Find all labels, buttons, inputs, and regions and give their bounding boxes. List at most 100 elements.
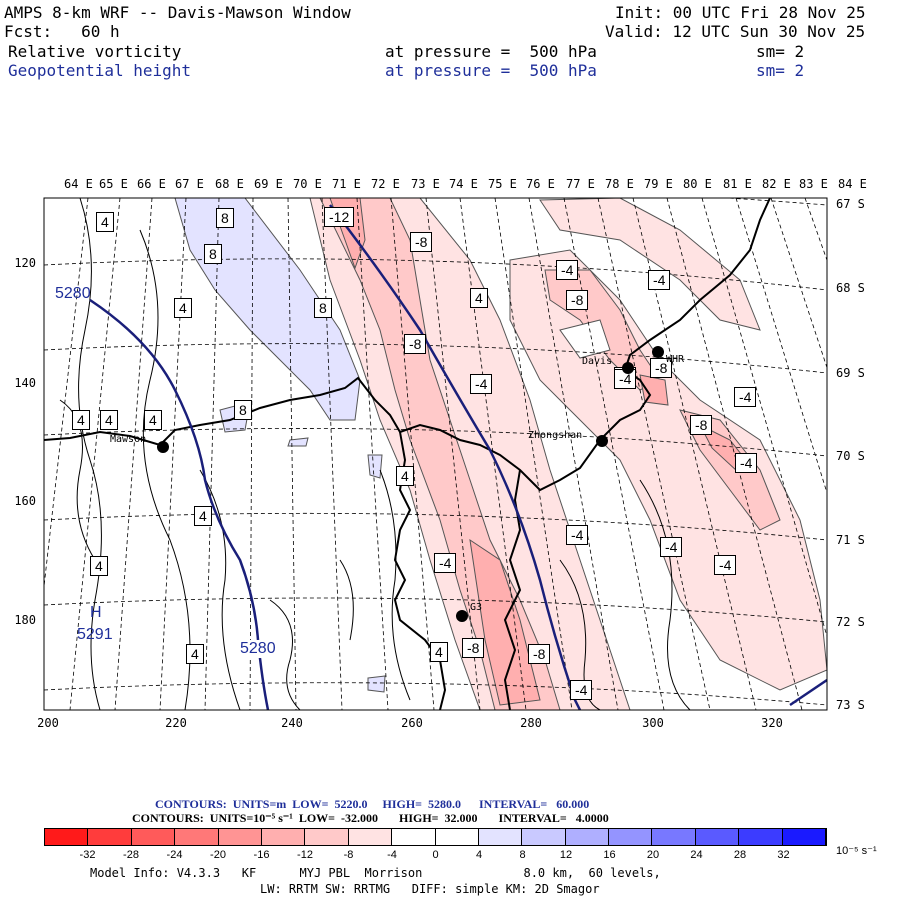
colorbar-label: 12: [559, 849, 573, 861]
station-marker: [157, 441, 169, 453]
contour-value-label: 8: [216, 208, 234, 228]
y-axis-label: 180: [14, 613, 36, 627]
contour-value-label: -8: [410, 232, 433, 252]
longitude-label: 64 E: [64, 177, 93, 191]
colorbar-swatch: [695, 829, 740, 845]
x-axis-label: 220: [165, 716, 187, 730]
colorbar-swatch: [652, 829, 696, 845]
colorbar-swatch: [392, 829, 436, 845]
model-info: Model Info: V4.3.3 KF MYJ PBL Morrison 8…: [90, 866, 661, 880]
map-frame: [43, 197, 828, 711]
negative-vorticity-region: [679, 409, 781, 531]
contour-value-label: -4: [470, 374, 493, 394]
x-axis-label: 200: [37, 716, 59, 730]
contour-value-label: 4: [144, 410, 162, 430]
colorbar-swatch: [609, 829, 653, 845]
colorbar-swatch: [131, 829, 176, 845]
colorbar-swatch: [261, 829, 306, 845]
contour-value-label: 4: [194, 506, 212, 526]
positive-vorticity-region: [287, 437, 309, 447]
station-label: Zhongshan: [528, 430, 583, 441]
contour-value-label: -4: [660, 537, 683, 557]
station-marker: [622, 362, 634, 374]
map-content: [44, 198, 827, 710]
contour-value-label: -8: [566, 290, 589, 310]
colorbar-swatch: [478, 829, 523, 845]
longitude-label: 78 E: [605, 177, 634, 191]
colorbar-units: 10⁻⁵ s⁻¹: [836, 845, 877, 857]
latitude-label: 67 S: [836, 197, 865, 211]
colorbar-label: 24: [690, 849, 703, 861]
colorbar-swatch: [739, 829, 783, 845]
colorbar-swatch: [782, 829, 827, 845]
longitude-label: 75 E: [488, 177, 517, 191]
contour-value-label: 8: [314, 298, 332, 318]
x-axis-label: 280: [520, 716, 542, 730]
station-label: G3: [470, 602, 483, 613]
colorbar-swatch: [218, 829, 262, 845]
contour-value-label: 4: [174, 298, 192, 318]
latitude-label: 73 S: [836, 698, 865, 712]
contour-value-label: 4: [72, 410, 90, 430]
latitude-label: 70 S: [836, 449, 865, 463]
contour-value-label: 4: [430, 642, 448, 662]
contour-value-label: -4: [434, 553, 457, 573]
colorbar-swatch: [435, 829, 479, 845]
latitude-label: 69 S: [836, 366, 865, 380]
longitude-label: 70 E: [293, 177, 322, 191]
colorbar-swatch: [45, 829, 89, 845]
height-label: 5280: [55, 285, 91, 302]
longitude-label: 74 E: [449, 177, 478, 191]
contour-value-label: -4: [556, 260, 579, 280]
longitude-label: 81 E: [723, 177, 752, 191]
contour-value-label: -4: [566, 525, 589, 545]
forecast-hour: Fcst: 60 h: [4, 22, 120, 41]
station-marker: [596, 435, 608, 447]
contour-value-label: -4: [735, 453, 758, 473]
longitude-label: 83 E: [799, 177, 828, 191]
contour-value-label: 4: [96, 212, 114, 232]
colorbar-label: 28: [733, 849, 747, 861]
contour-value-label: 4: [186, 644, 204, 664]
longitude-label: 71 E: [332, 177, 361, 191]
longitude-label: 68 E: [215, 177, 244, 191]
longitude-label: 67 E: [175, 177, 204, 191]
longitude-label: 82 E: [762, 177, 791, 191]
contour-value-label: -12: [324, 207, 355, 227]
longitude-label: 69 E: [254, 177, 283, 191]
x-axis-label: 300: [642, 716, 664, 730]
contour-value-label: 8: [204, 244, 222, 264]
contour-value-label: -4: [734, 387, 757, 407]
contour-value-label: -8: [404, 334, 427, 354]
colorbar-label: -28: [123, 849, 139, 861]
x-axis-label: 260: [401, 716, 423, 730]
contour-value-label: -4: [648, 270, 671, 290]
field2-level: at pressure = 500 hPa: [385, 61, 597, 80]
height-label: 5280: [240, 640, 276, 658]
longitude-label: 80 E: [683, 177, 712, 191]
vorticity-contours: [59, 198, 691, 710]
height-contour-info: CONTOURS: UNITS=m LOW= 5220.0 HIGH= 5280…: [155, 797, 590, 811]
colorbar-label: 4: [475, 849, 483, 861]
contour-value-label: 4: [100, 410, 118, 430]
colorbar-label: -4: [387, 849, 397, 861]
station-label: WHR: [666, 354, 685, 365]
latitude-label: 71 S: [836, 533, 865, 547]
longitude-label: 76 E: [526, 177, 555, 191]
y-axis-label: 140: [14, 376, 36, 390]
contour-value-label: 4: [90, 556, 108, 576]
contour-value-label: -4: [570, 680, 593, 700]
contour-value-label: 4: [396, 466, 414, 486]
colorbar-label: 16: [603, 849, 616, 861]
map-title: AMPS 8-km WRF -- Davis-Mawson Window: [4, 3, 351, 22]
field1-name: Relative vorticity: [8, 42, 182, 61]
longitude-label: 79 E: [644, 177, 673, 191]
latitude-label: 68 S: [836, 281, 865, 295]
colorbar-swatch: [88, 829, 132, 845]
negative-vorticity-region: [559, 319, 611, 359]
contour-value-label: -8: [690, 415, 713, 435]
longitude-label: 77 E: [566, 177, 595, 191]
longitude-label: 73 E: [411, 177, 440, 191]
station-label: Davis: [582, 356, 613, 367]
